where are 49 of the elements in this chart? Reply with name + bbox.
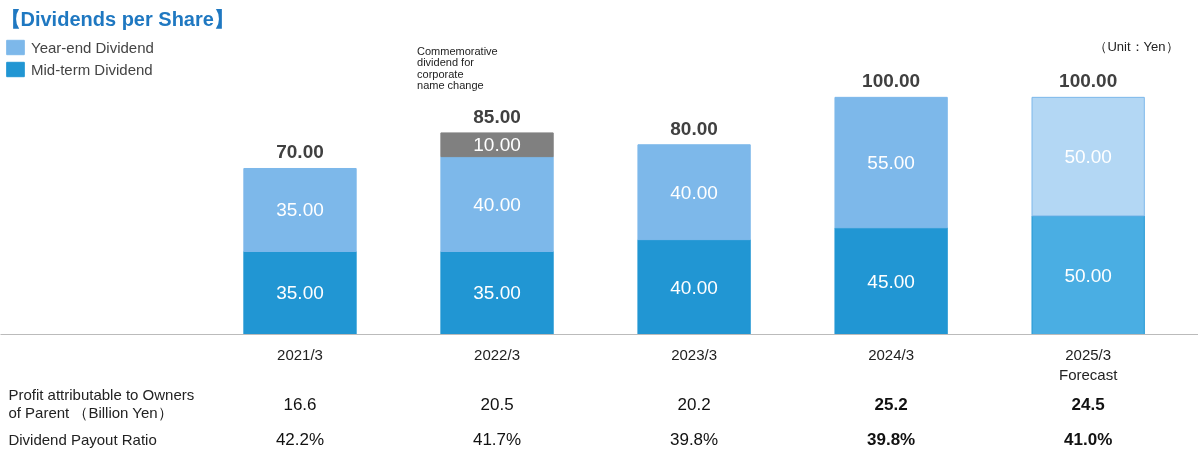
- bar: [243, 167, 357, 252]
- total-label: 80.00: [670, 117, 718, 139]
- total-label: 100.00: [1059, 70, 1118, 92]
- text: Dividend Payout Ratio: [8, 431, 157, 448]
- data-label: 55.00: [867, 152, 915, 174]
- total-label: 70.00: [276, 141, 324, 163]
- text: 20.2: [677, 394, 711, 414]
- text: Profit attributable to Owners of Parent （Billion Yen）: [8, 385, 195, 422]
- x-tick-label: 2021/3: [277, 345, 323, 363]
- text: 16.6: [283, 394, 317, 414]
- data-label: 40.00: [670, 181, 718, 203]
- data-label: 40.00: [473, 193, 521, 215]
- bar: [1031, 96, 1145, 217]
- bar: [440, 251, 554, 335]
- bar: [1031, 215, 1145, 335]
- text: 25.2: [874, 394, 908, 414]
- text: （Unit：Yen）: [1094, 38, 1179, 54]
- data-label: 45.00: [867, 270, 915, 292]
- text: 24.5: [1071, 394, 1105, 414]
- data-label: 10.00: [473, 134, 521, 156]
- data-label: 40.00: [670, 276, 718, 298]
- text: 41.0%: [1064, 430, 1113, 449]
- text: Commemorative dividend for corporate name change: [417, 44, 498, 91]
- text: 39.8%: [867, 430, 916, 449]
- text: 20.5: [480, 394, 514, 414]
- text: 39.8%: [669, 430, 719, 449]
- bar: [637, 239, 751, 335]
- bar: [440, 156, 554, 252]
- text: 41.7%: [472, 430, 522, 449]
- data-label: 50.00: [1064, 146, 1112, 168]
- bar: [440, 132, 554, 158]
- bar: [834, 96, 948, 229]
- x-tick-label: 2023/3: [671, 345, 718, 363]
- bar: [834, 227, 948, 335]
- legend-label: Year-end Dividend: [31, 38, 154, 56]
- x-tick-label: 2025/3 Forecast: [1058, 345, 1119, 383]
- text: 42.2%: [275, 430, 325, 449]
- chart-title: 【Dividends per Share】: [0, 7, 234, 30]
- data-label: 35.00: [473, 282, 521, 304]
- bar: [243, 251, 357, 335]
- data-label: 35.00: [276, 199, 324, 221]
- data-label: 50.00: [1064, 264, 1112, 286]
- x-tick-label: 2024/3: [868, 345, 915, 363]
- data-label: 35.00: [276, 282, 324, 304]
- total-label: 85.00: [473, 105, 521, 127]
- total-label: 100.00: [862, 70, 921, 92]
- x-tick-label: 2022/3: [474, 345, 520, 363]
- bar: [637, 144, 751, 241]
- legend-label: Mid-term Dividend: [31, 60, 153, 78]
